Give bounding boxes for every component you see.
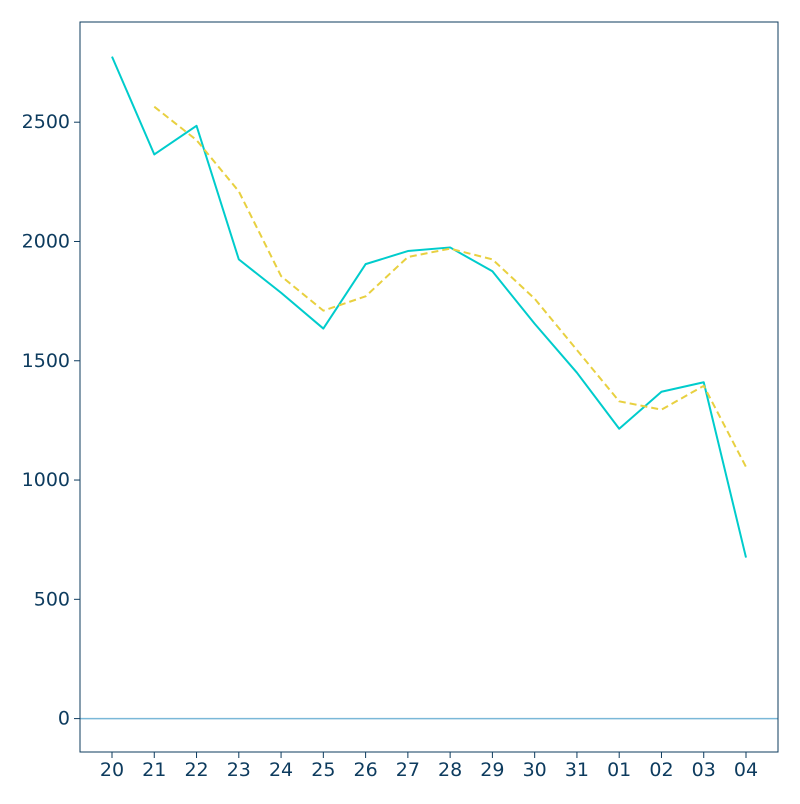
x-tick-label: 03 xyxy=(692,759,716,781)
y-tick-label: 1500 xyxy=(22,350,70,372)
x-tick-label: 31 xyxy=(565,759,589,781)
x-tick-label: 20 xyxy=(100,759,124,781)
x-tick-label: 25 xyxy=(311,759,335,781)
y-tick-label: 500 xyxy=(34,588,70,610)
x-tick-label: 21 xyxy=(142,759,166,781)
x-tick-label: 28 xyxy=(438,759,462,781)
x-tick-label: 02 xyxy=(649,759,673,781)
x-tick-label: 27 xyxy=(396,759,420,781)
series-layer xyxy=(111,56,747,558)
x-tick-label: 30 xyxy=(523,759,547,781)
x-tick-label: 22 xyxy=(184,759,208,781)
series-line-1 xyxy=(111,56,747,558)
x-tick-label: 26 xyxy=(354,759,378,781)
y-tick-label: 2000 xyxy=(22,230,70,252)
x-tick-label: 23 xyxy=(227,759,251,781)
axis-layer: 0 500 1000 1500 2000 2500 20 21 22 23 24 25 26 27 28 29… xyxy=(22,21,779,781)
y-tick-label: 1000 xyxy=(22,469,70,491)
x-tick-label: 01 xyxy=(607,759,631,781)
x-tick-label: 29 xyxy=(480,759,504,781)
y-tick-label: 2500 xyxy=(22,111,70,133)
y-tick-label: 0 xyxy=(58,708,70,730)
x-tick-label: 04 xyxy=(734,759,758,781)
x-tick-label: 24 xyxy=(269,759,293,781)
plot-frame xyxy=(79,21,779,753)
